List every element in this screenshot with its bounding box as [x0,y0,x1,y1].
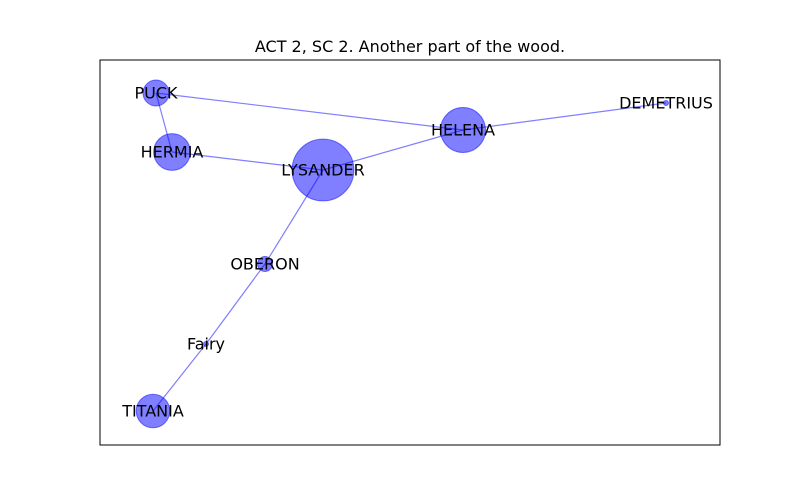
node-label-fairy: Fairy [187,335,225,354]
figure-title: ACT 2, SC 2. Another part of the wood. [255,37,565,56]
node-helena [440,107,486,153]
node-puck [142,79,170,107]
edge-helena-demetrius [462,102,667,131]
edge-puck-helena [155,92,464,131]
node-label-oberon: OBERON [230,255,299,274]
node-oberon [257,256,273,272]
node-label-demetrius: DEMETRIUS [619,94,713,113]
labels-layer: PUCK HERMIA LYSANDER HELENA DEMETRIUS OBERON F… [121,84,713,421]
plot-frame [99,59,721,446]
node-hermia [153,133,191,171]
edge-oberon-fairy [205,263,266,345]
node-lysander [291,138,355,202]
node-label-helena: HELENA [431,121,495,140]
node-label-puck: PUCK [134,84,178,103]
node-titania [135,393,171,429]
node-label-titania: TITANIA [121,402,184,421]
node-demetrius [663,100,669,106]
node-fairy [203,341,209,347]
node-label-hermia: HERMIA [141,143,204,162]
nodes-layer [135,79,669,429]
node-label-lysander: LYSANDER [281,161,364,180]
